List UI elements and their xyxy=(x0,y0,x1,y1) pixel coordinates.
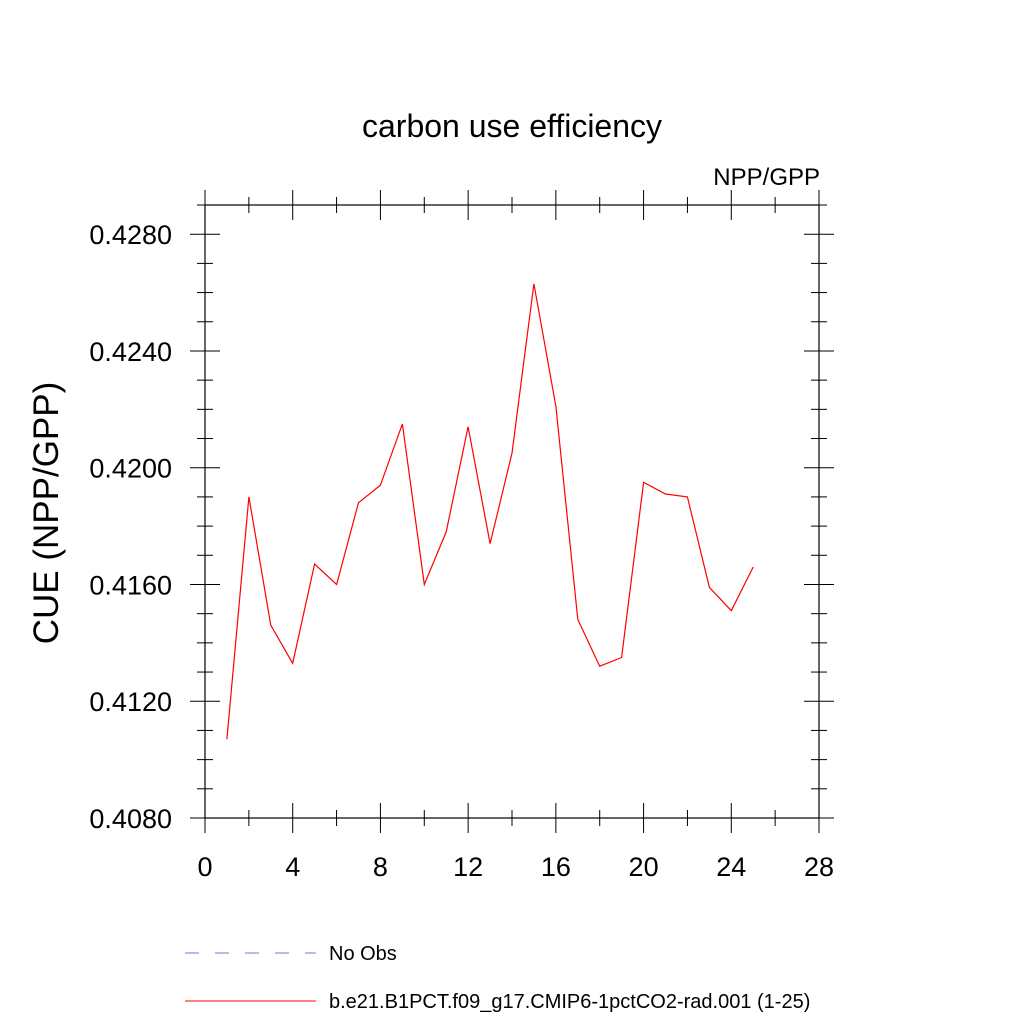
axis-tick-labels: 0 4 8 12 16 20 24 28 0.4080 0.4120 0.4160 0.4200 0.4… xyxy=(89,220,834,882)
x-tick-label: 8 xyxy=(373,852,388,882)
chart-subtitle: NPP/GPP xyxy=(713,164,820,191)
x-tick-label: 0 xyxy=(197,852,212,882)
x-tick-label: 16 xyxy=(541,852,571,882)
y-tick-label: 0.4120 xyxy=(89,687,172,717)
y-axis-label: CUE (NPP/GPP) xyxy=(27,382,66,645)
y-tick-label: 0.4200 xyxy=(89,454,172,484)
y-tick-label: 0.4280 xyxy=(89,220,172,250)
x-tick-label: 28 xyxy=(804,852,834,882)
series-line-0 xyxy=(226,283,754,740)
x-tick-label: 4 xyxy=(285,852,300,882)
x-tick-label: 12 xyxy=(453,852,483,882)
y-tick-label: 0.4240 xyxy=(89,337,172,367)
legend: No Obs b.e21.B1PCT.f09_g17.CMIP6-1pctCO2-… xyxy=(185,943,810,1013)
legend-label-0: No Obs xyxy=(329,943,397,965)
y-tick-label: 0.4080 xyxy=(89,804,172,834)
axis-ticks xyxy=(190,190,834,833)
x-tick-label: 24 xyxy=(716,852,746,882)
chart-title: carbon use efficiency xyxy=(362,108,662,144)
x-tick-label: 20 xyxy=(629,852,659,882)
plot-frame xyxy=(204,204,820,819)
legend-label-1: b.e21.B1PCT.f09_g17.CMIP6-1pctCO2-rad.00… xyxy=(329,991,810,1013)
y-tick-label: 0.4160 xyxy=(89,570,172,600)
series-layer xyxy=(226,283,754,740)
